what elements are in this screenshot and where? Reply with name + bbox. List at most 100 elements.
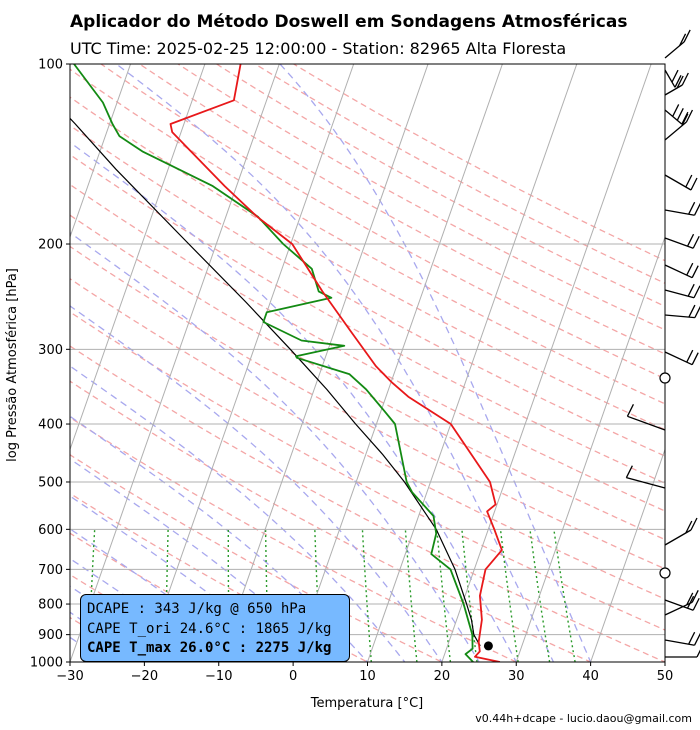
wind-barb-flag xyxy=(692,235,700,249)
wind-barb xyxy=(664,69,676,88)
wind-barb xyxy=(664,314,695,319)
wind-barb-flag xyxy=(688,631,696,645)
mixing-ratio-line xyxy=(461,529,478,662)
y-tick-label: 600 xyxy=(38,523,63,538)
wind-barb-flag xyxy=(674,75,682,88)
wind-barb-flag xyxy=(626,404,634,417)
dry-adiabat xyxy=(70,532,295,662)
isotherm-grid-line xyxy=(292,64,503,662)
wind-barb-flag xyxy=(686,262,694,276)
x-tick-label: 20 xyxy=(434,669,451,684)
wind-barb-flag xyxy=(688,201,696,215)
wind-barb-flag xyxy=(686,592,694,606)
axes: −30 −20 −10 0 10 20 30 40 50 100 200 300 400 500 600 70… xyxy=(30,58,673,685)
y-tick-label: 300 xyxy=(38,343,63,358)
wind-barb-flag xyxy=(625,465,633,478)
wind-barb-flag xyxy=(686,349,694,363)
moist-adiabat xyxy=(70,141,518,662)
wind-barb-flag xyxy=(693,202,700,216)
wind-barb-flag xyxy=(693,285,700,299)
wind-barb xyxy=(627,415,666,431)
wind-barb-flag xyxy=(676,107,684,121)
dry-adiabat xyxy=(70,454,444,662)
temperature-line xyxy=(169,64,503,662)
dcape-line: DCAPE : 343 J/kg @ 650 hPa xyxy=(87,601,307,617)
wind-barb xyxy=(664,529,692,546)
isotherm-grid-line xyxy=(590,447,665,662)
wind-barb xyxy=(664,351,693,366)
dry-adiabat xyxy=(70,345,665,662)
cape-original-line: CAPE T_ori 24.6°C : 1865 J/kg xyxy=(87,620,332,637)
mixing-ratio-line xyxy=(227,529,231,662)
wind-barb-flag xyxy=(691,265,699,278)
dry-adiabat xyxy=(70,616,146,662)
wind-barb-flag xyxy=(691,352,699,365)
wind-barb-flag xyxy=(685,109,694,123)
wind-barbs xyxy=(625,29,700,658)
mixing-ratio-line xyxy=(165,529,169,662)
calm-wind-circle xyxy=(659,372,671,384)
wind-barb xyxy=(664,639,695,646)
wind-barb-flag xyxy=(681,111,689,125)
wind-barb-flag xyxy=(676,75,684,89)
dry-adiabat xyxy=(70,214,665,541)
wind-barb xyxy=(664,289,695,299)
mixing-ratio-line xyxy=(404,529,418,662)
x-tick-label: −10 xyxy=(205,669,232,684)
cape-max-line: CAPE T_max 26.0°C : 2275 J/kg xyxy=(87,640,332,656)
x-tick-label: 10 xyxy=(359,669,376,684)
dry-adiabat xyxy=(70,492,369,662)
wind-barb xyxy=(664,109,683,125)
wind-barb-flag xyxy=(686,233,695,247)
mixing-ratio-line xyxy=(361,529,372,662)
background-lines xyxy=(70,64,665,662)
dry-adiabat xyxy=(70,245,665,570)
moist-adiabat xyxy=(70,528,257,662)
isotherm-grid-line xyxy=(70,64,206,452)
mixing-ratio-line xyxy=(553,529,576,662)
x-axis-label: Temperatura [°C] xyxy=(310,696,423,711)
mixing-ratio-line xyxy=(264,529,270,662)
dry-adiabat xyxy=(215,64,665,308)
isotherm-grid-line xyxy=(441,64,652,662)
dry-adiabat xyxy=(70,380,593,662)
wind-barb-flag xyxy=(683,29,691,43)
wind-barb-flag xyxy=(686,595,695,609)
dry-adiabat xyxy=(176,64,665,331)
wind-barb xyxy=(664,41,685,59)
isotherm-grid-line xyxy=(143,64,355,662)
dewpoint-line xyxy=(73,64,474,662)
wind-barb-flag xyxy=(671,69,679,83)
wind-barb-flag xyxy=(678,33,687,47)
wind-barb xyxy=(664,121,687,141)
x-tick-label: −30 xyxy=(56,669,83,684)
wind-barb-flag xyxy=(688,304,696,318)
moist-adiabat xyxy=(70,611,146,662)
wind-barb xyxy=(664,84,683,96)
wind-barb-flag xyxy=(672,104,680,117)
cape-info-box: DCAPE : 343 J/kg @ 650 hPa CAPE T_ori 24… xyxy=(80,594,350,662)
y-tick-label: 700 xyxy=(38,563,63,578)
y-tick-label: 100 xyxy=(38,58,63,73)
isotherm-grid-line xyxy=(367,64,578,662)
dry-adiabat xyxy=(70,277,665,600)
y-tick-label: 200 xyxy=(38,238,63,253)
isotherm-grid-line xyxy=(218,64,429,662)
wind-barb-flag xyxy=(691,590,699,603)
wind-barb xyxy=(626,477,666,489)
moist-adiabat xyxy=(115,64,555,662)
y-tick-label: 500 xyxy=(38,475,63,490)
mixing-ratio-line xyxy=(529,529,551,662)
moist-adiabat xyxy=(70,365,406,662)
mixing-ratio-line xyxy=(499,529,519,662)
moist-adiabat xyxy=(70,585,183,662)
wind-barb xyxy=(664,264,693,279)
wind-barb-flag xyxy=(692,597,700,611)
mixing-ratio-line xyxy=(436,529,452,662)
chart-title: Aplicador do Método Doswell em Sondagens… xyxy=(70,12,628,32)
wind-barb-flag xyxy=(693,632,700,646)
y-axis-label: log Pressão Atmosférica [hPa] xyxy=(5,268,20,462)
isotherm-grid-line xyxy=(515,235,665,662)
dry-adiabat xyxy=(99,64,665,380)
